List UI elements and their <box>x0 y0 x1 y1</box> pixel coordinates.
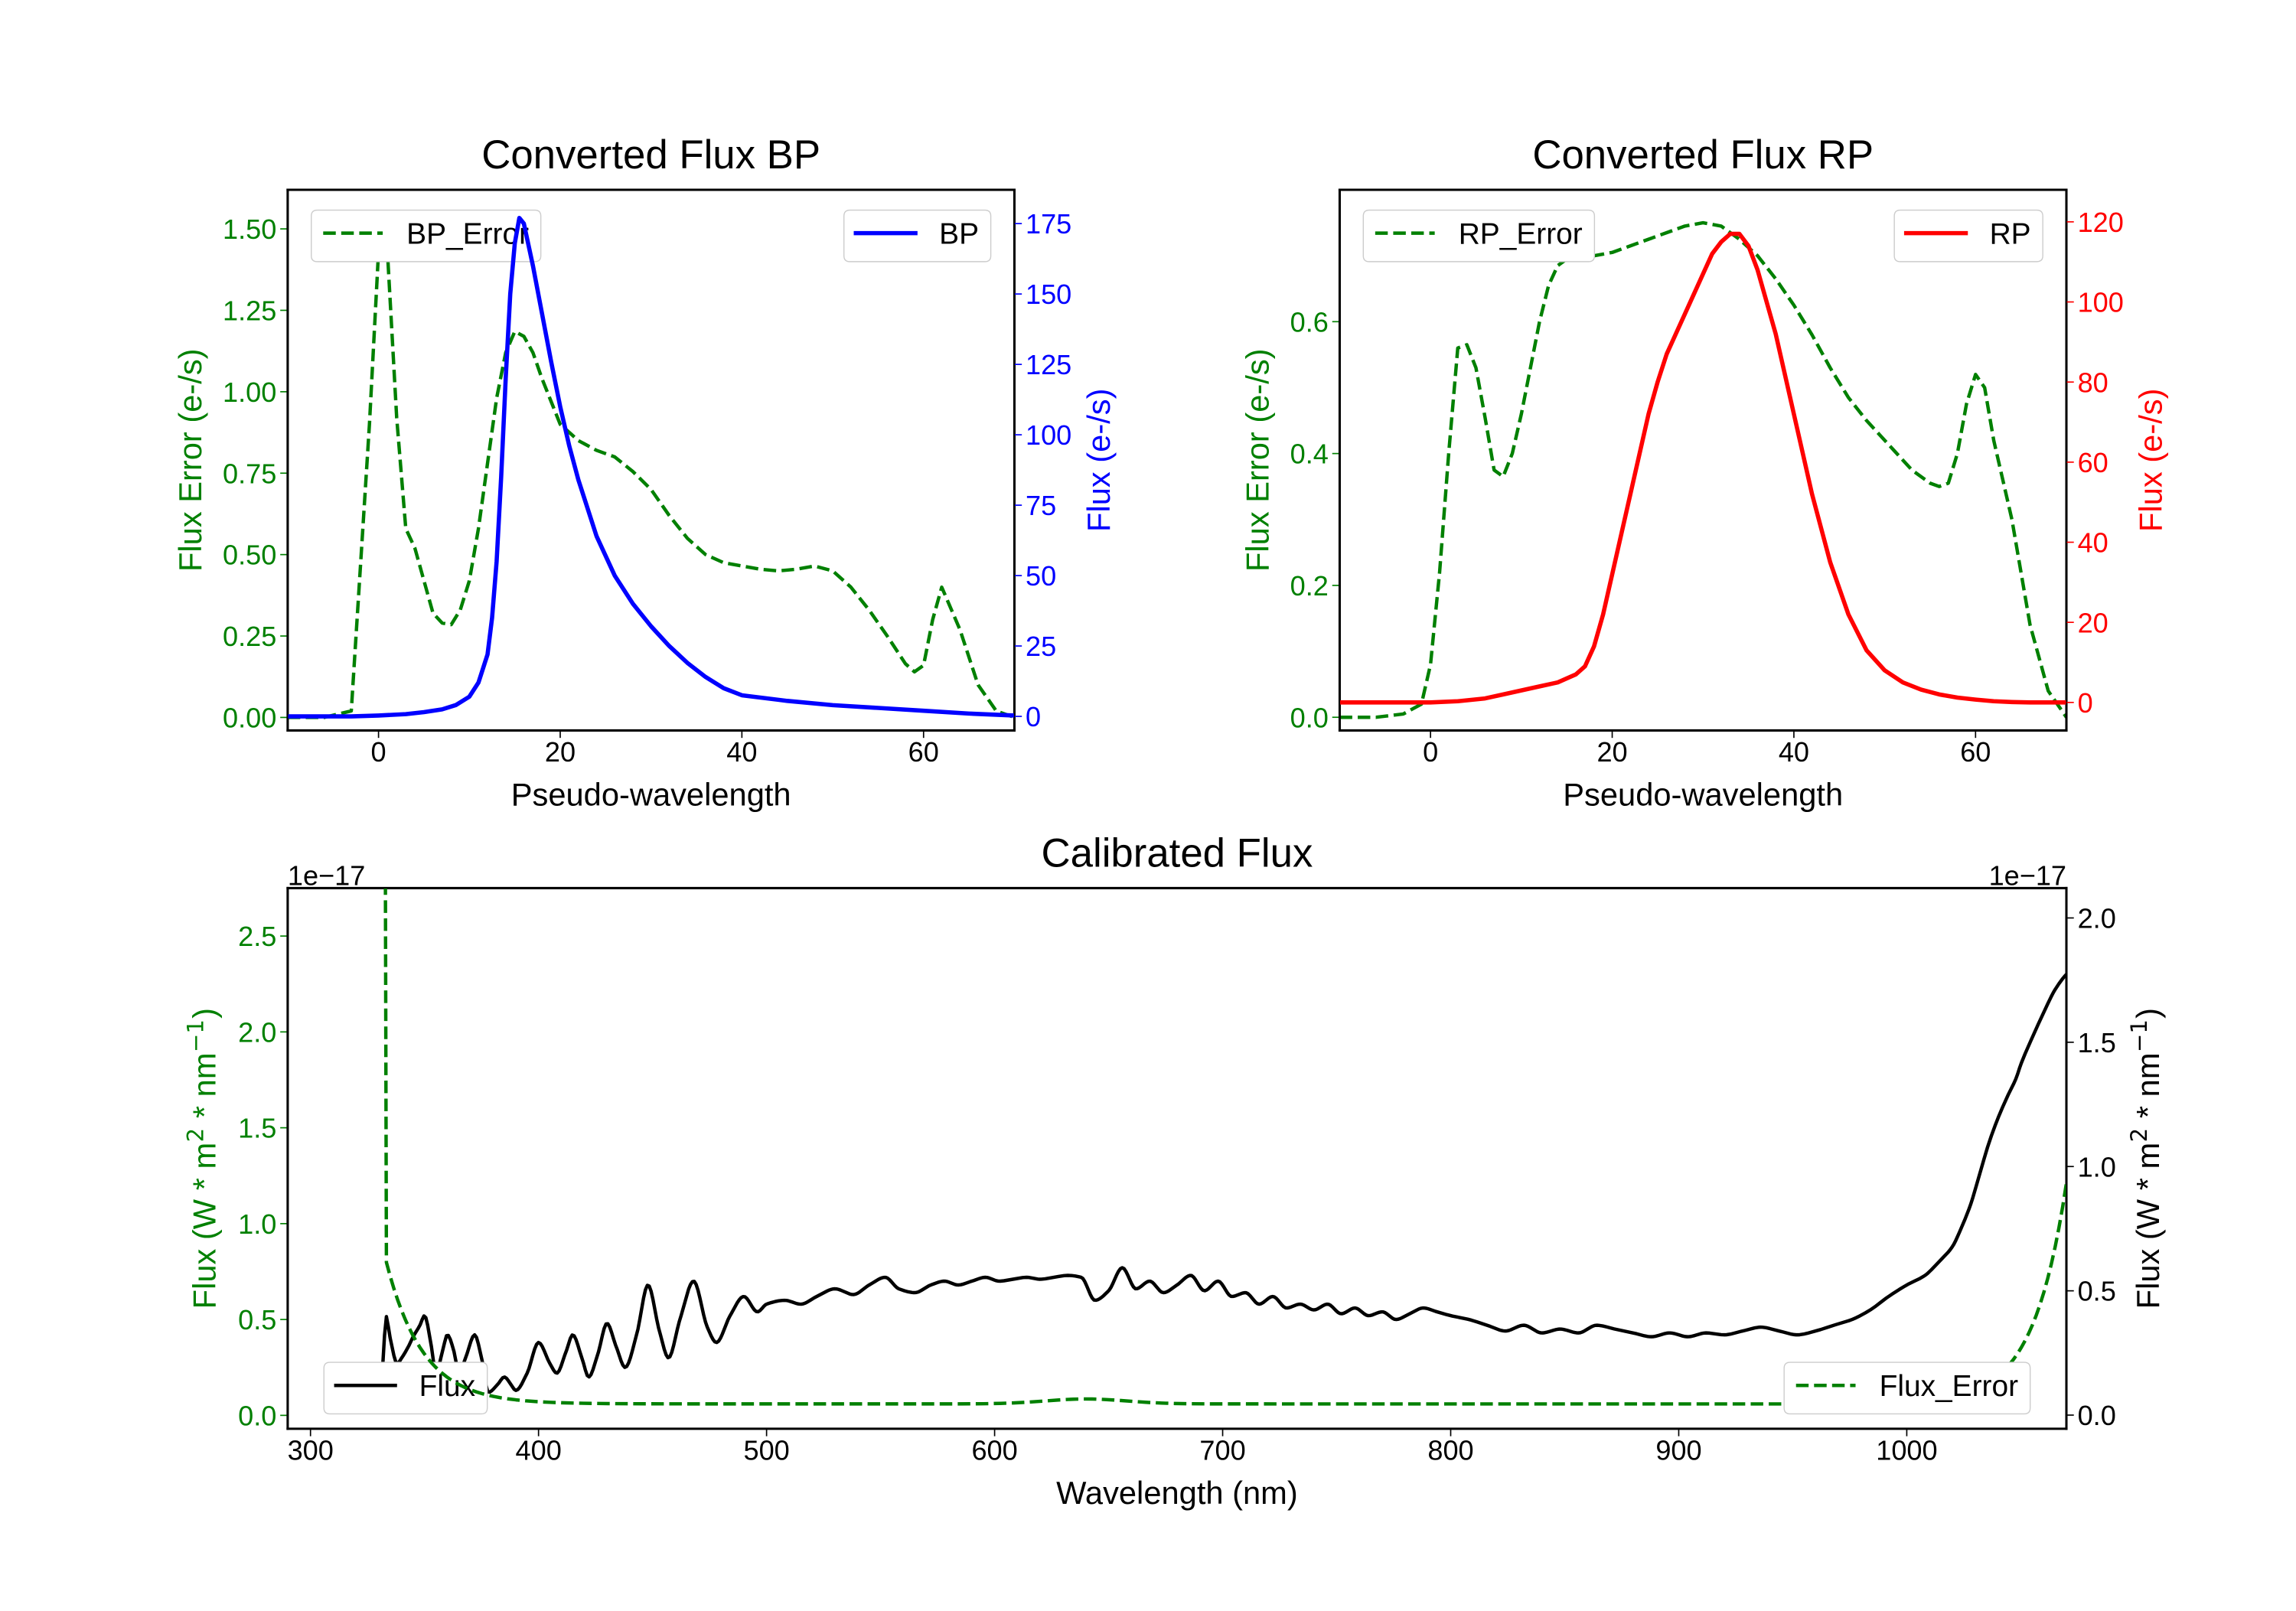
svg-text:400: 400 <box>516 1435 562 1466</box>
svg-text:0: 0 <box>371 736 386 768</box>
svg-text:800: 800 <box>1427 1435 1473 1466</box>
svg-text:50: 50 <box>1026 560 1056 592</box>
svg-text:20: 20 <box>1596 736 1627 768</box>
svg-text:0.00: 0.00 <box>223 703 276 734</box>
svg-text:Flux (e-/s): Flux (e-/s) <box>2132 389 2168 532</box>
svg-text:Flux Error (e-/s): Flux Error (e-/s) <box>1240 348 1276 572</box>
svg-text:25: 25 <box>1026 631 1056 662</box>
svg-text:1000: 1000 <box>1876 1435 1937 1466</box>
svg-text:1e−17: 1e−17 <box>288 859 365 891</box>
svg-text:RP_Error: RP_Error <box>1459 217 1583 250</box>
svg-text:60: 60 <box>1960 736 1991 768</box>
svg-text:BP_Error: BP_Error <box>406 217 529 250</box>
svg-text:Calibrated Flux: Calibrated Flux <box>1042 831 1313 876</box>
svg-text:2.0: 2.0 <box>2078 903 2116 934</box>
svg-text:0.0: 0.0 <box>1290 702 1329 733</box>
svg-text:0.75: 0.75 <box>223 458 276 489</box>
svg-text:1.00: 1.00 <box>223 377 276 408</box>
svg-text:0.5: 0.5 <box>2078 1276 2116 1307</box>
svg-text:120: 120 <box>2078 207 2124 238</box>
svg-text:2.0: 2.0 <box>238 1016 276 1048</box>
svg-text:0.25: 0.25 <box>223 621 276 652</box>
svg-text:125: 125 <box>1026 349 1071 380</box>
svg-text:Converted Flux BP: Converted Flux BP <box>481 132 820 178</box>
svg-text:300: 300 <box>288 1435 334 1466</box>
svg-text:RP: RP <box>1990 217 2031 250</box>
svg-text:900: 900 <box>1655 1435 1701 1466</box>
svg-text:75: 75 <box>1026 490 1056 521</box>
svg-text:Flux (e-/s): Flux (e-/s) <box>1081 389 1117 532</box>
svg-text:0.0: 0.0 <box>238 1400 276 1431</box>
svg-text:100: 100 <box>2078 287 2124 318</box>
svg-text:1e−17: 1e−17 <box>1989 859 2066 891</box>
svg-text:500: 500 <box>743 1435 789 1466</box>
svg-text:20: 20 <box>2078 607 2108 638</box>
svg-text:0.4: 0.4 <box>1290 439 1329 470</box>
svg-text:BP: BP <box>939 217 979 250</box>
svg-text:0: 0 <box>2078 687 2093 719</box>
svg-text:60: 60 <box>908 736 939 768</box>
svg-text:0: 0 <box>1423 736 1438 768</box>
svg-text:F l u x: F l u x ( W * m * n m ) 2 − 1 <box>2126 1003 2166 1309</box>
svg-text:600: 600 <box>971 1435 1017 1466</box>
svg-text:0: 0 <box>1026 701 1041 732</box>
svg-text:700: 700 <box>1199 1435 1245 1466</box>
svg-text:0.6: 0.6 <box>1290 306 1329 338</box>
svg-text:Flux Error (e-/s): Flux Error (e-/s) <box>172 348 208 572</box>
svg-text:Converted Flux RP: Converted Flux RP <box>1532 132 1874 178</box>
svg-text:Pseudo-wavelength: Pseudo-wavelength <box>511 776 791 812</box>
svg-text:175: 175 <box>1026 208 1071 240</box>
svg-text:2.5: 2.5 <box>238 921 276 952</box>
svg-text:60: 60 <box>2078 447 2108 478</box>
svg-text:1.25: 1.25 <box>223 295 276 327</box>
svg-text:F l u x: F l u x ( W * m * n m ) 2 − 1 <box>183 1003 223 1309</box>
svg-text:Pseudo-wavelength: Pseudo-wavelength <box>1563 776 1843 812</box>
svg-text:100: 100 <box>1026 419 1071 451</box>
svg-text:20: 20 <box>545 736 576 768</box>
svg-text:Flux_Error: Flux_Error <box>1880 1370 2019 1403</box>
svg-text:0.2: 0.2 <box>1290 570 1329 602</box>
svg-text:40: 40 <box>1779 736 1809 768</box>
svg-text:40: 40 <box>2078 527 2108 559</box>
svg-text:1.5: 1.5 <box>2078 1027 2116 1058</box>
svg-text:0.0: 0.0 <box>2078 1400 2116 1431</box>
svg-text:Wavelength (nm): Wavelength (nm) <box>1056 1475 1298 1511</box>
svg-text:150: 150 <box>1026 279 1071 310</box>
svg-text:0.5: 0.5 <box>238 1304 276 1335</box>
svg-text:1.5: 1.5 <box>238 1113 276 1144</box>
svg-text:0.50: 0.50 <box>223 540 276 571</box>
svg-text:Flux: Flux <box>419 1370 476 1403</box>
svg-text:80: 80 <box>2078 367 2108 398</box>
svg-text:1.0: 1.0 <box>238 1208 276 1240</box>
svg-text:1.0: 1.0 <box>2078 1151 2116 1182</box>
svg-text:1.50: 1.50 <box>223 214 276 245</box>
svg-text:40: 40 <box>726 736 757 768</box>
